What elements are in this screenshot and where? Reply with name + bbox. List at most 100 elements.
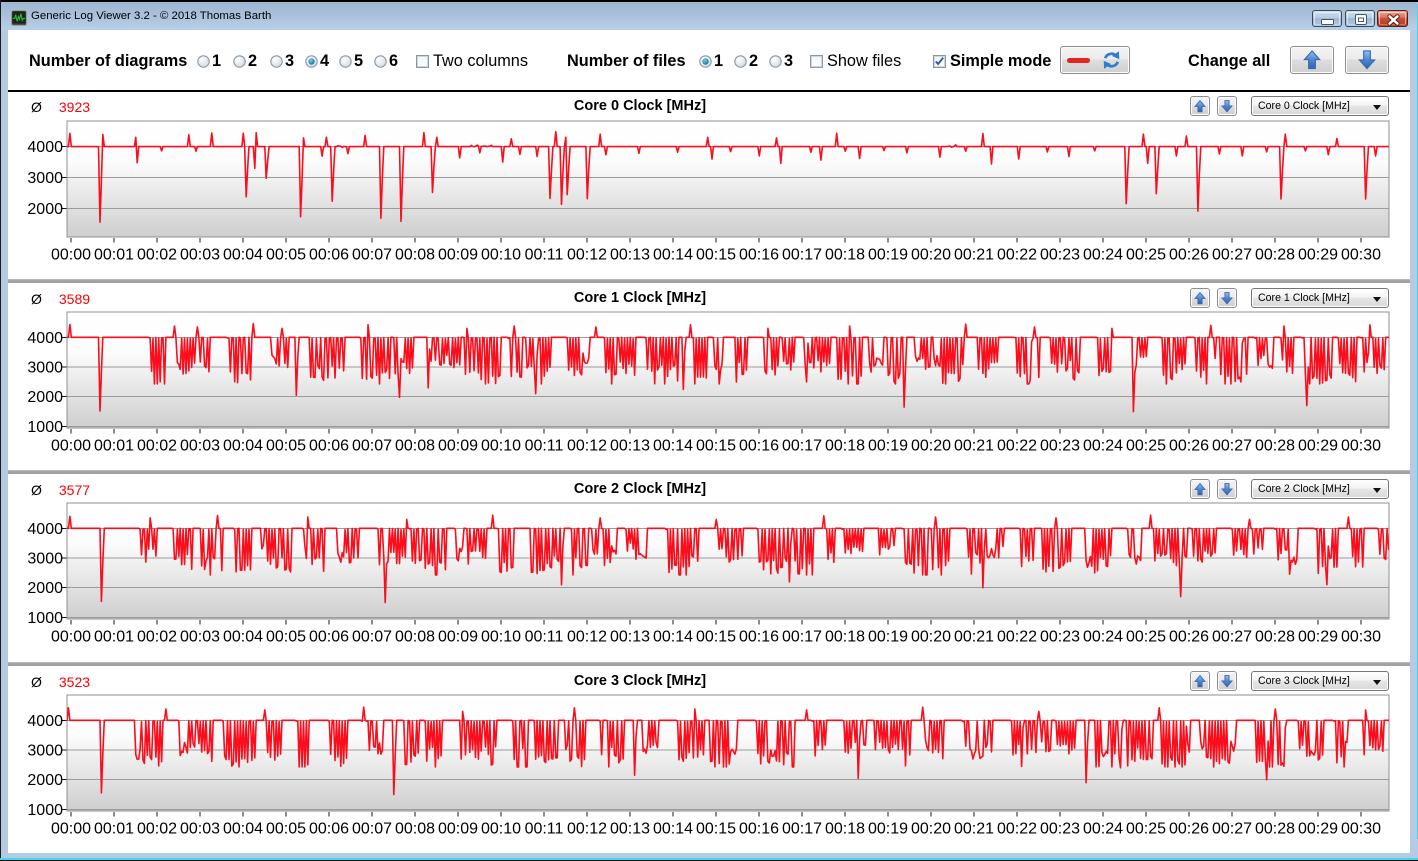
- svg-text:00:28: 00:28: [1255, 438, 1295, 455]
- svg-text:00:25: 00:25: [1126, 438, 1166, 455]
- svg-text:4000: 4000: [27, 139, 63, 156]
- svg-text:00:13: 00:13: [610, 438, 650, 455]
- svg-text:00:29: 00:29: [1298, 629, 1338, 646]
- svg-text:00:25: 00:25: [1126, 629, 1166, 646]
- svg-text:00:25: 00:25: [1126, 821, 1166, 838]
- svg-text:00:22: 00:22: [997, 629, 1037, 646]
- svg-text:00:00: 00:00: [51, 247, 91, 264]
- svg-text:1000: 1000: [27, 610, 63, 627]
- svg-text:00:06: 00:06: [309, 629, 349, 646]
- svg-text:4000: 4000: [27, 713, 63, 730]
- svg-text:4000: 4000: [27, 330, 63, 347]
- svg-text:2000: 2000: [27, 580, 63, 597]
- svg-text:00:27: 00:27: [1212, 438, 1252, 455]
- svg-text:00:22: 00:22: [997, 247, 1037, 264]
- svg-text:00:24: 00:24: [1083, 629, 1123, 646]
- svg-text:00:12: 00:12: [567, 821, 607, 838]
- svg-text:00:09: 00:09: [438, 247, 478, 264]
- svg-text:00:07: 00:07: [352, 821, 392, 838]
- svg-text:00:06: 00:06: [309, 247, 349, 264]
- svg-text:00:11: 00:11: [525, 629, 564, 646]
- svg-text:00:04: 00:04: [223, 247, 263, 264]
- svg-text:1000: 1000: [27, 802, 63, 819]
- svg-text:3000: 3000: [27, 170, 63, 187]
- svg-text:00:10: 00:10: [481, 438, 521, 455]
- svg-text:00:26: 00:26: [1169, 629, 1209, 646]
- svg-text:00:01: 00:01: [94, 629, 134, 646]
- svg-text:00:30: 00:30: [1341, 438, 1381, 455]
- svg-text:00:21: 00:21: [954, 629, 994, 646]
- svg-text:00:27: 00:27: [1212, 247, 1252, 264]
- svg-text:00:14: 00:14: [653, 247, 693, 264]
- svg-text:00:26: 00:26: [1169, 438, 1209, 455]
- svg-text:00:23: 00:23: [1040, 629, 1080, 646]
- svg-text:00:12: 00:12: [567, 629, 607, 646]
- svg-text:00:17: 00:17: [782, 438, 822, 455]
- svg-text:00:27: 00:27: [1212, 629, 1252, 646]
- svg-text:00:13: 00:13: [610, 629, 650, 646]
- svg-text:00:00: 00:00: [51, 629, 91, 646]
- svg-text:00:10: 00:10: [481, 821, 521, 838]
- svg-text:00:15: 00:15: [696, 247, 736, 264]
- svg-text:00:08: 00:08: [395, 821, 435, 838]
- svg-text:00:02: 00:02: [137, 438, 177, 455]
- svg-text:00:07: 00:07: [352, 438, 392, 455]
- svg-text:00:30: 00:30: [1341, 629, 1381, 646]
- svg-text:00:29: 00:29: [1298, 247, 1338, 264]
- svg-text:00:13: 00:13: [610, 247, 650, 264]
- svg-text:2000: 2000: [27, 389, 63, 406]
- svg-text:00:18: 00:18: [825, 247, 865, 264]
- svg-text:00:15: 00:15: [696, 629, 736, 646]
- svg-text:00:29: 00:29: [1298, 821, 1338, 838]
- svg-text:00:19: 00:19: [868, 247, 908, 264]
- svg-text:00:04: 00:04: [223, 821, 263, 838]
- svg-text:00:03: 00:03: [180, 247, 220, 264]
- svg-text:00:09: 00:09: [438, 629, 478, 646]
- svg-text:3000: 3000: [27, 360, 63, 377]
- svg-text:00:01: 00:01: [94, 438, 134, 455]
- svg-text:00:18: 00:18: [825, 821, 865, 838]
- svg-text:00:06: 00:06: [309, 821, 349, 838]
- svg-text:00:05: 00:05: [266, 821, 306, 838]
- svg-text:00:22: 00:22: [997, 438, 1037, 455]
- svg-text:00:23: 00:23: [1040, 247, 1080, 264]
- svg-text:00:04: 00:04: [223, 438, 263, 455]
- svg-text:00:20: 00:20: [911, 821, 951, 838]
- svg-text:00:21: 00:21: [954, 247, 994, 264]
- svg-text:00:30: 00:30: [1341, 821, 1381, 838]
- svg-text:00:24: 00:24: [1083, 438, 1123, 455]
- svg-text:00:17: 00:17: [782, 247, 822, 264]
- svg-text:00:23: 00:23: [1040, 821, 1080, 838]
- svg-text:00:00: 00:00: [51, 438, 91, 455]
- svg-text:00:19: 00:19: [868, 821, 908, 838]
- svg-text:00:19: 00:19: [868, 629, 908, 646]
- svg-text:00:28: 00:28: [1255, 629, 1295, 646]
- svg-text:00:13: 00:13: [610, 821, 650, 838]
- svg-text:00:16: 00:16: [739, 821, 779, 838]
- svg-text:00:14: 00:14: [653, 438, 693, 455]
- svg-text:00:20: 00:20: [911, 247, 951, 264]
- svg-text:1000: 1000: [27, 419, 63, 436]
- svg-text:00:11: 00:11: [525, 438, 564, 455]
- svg-text:00:08: 00:08: [395, 629, 435, 646]
- svg-text:00:21: 00:21: [954, 438, 994, 455]
- svg-text:00:11: 00:11: [525, 821, 564, 838]
- svg-text:4000: 4000: [27, 521, 63, 538]
- svg-text:00:10: 00:10: [481, 629, 521, 646]
- svg-text:00:08: 00:08: [395, 247, 435, 264]
- svg-text:00:12: 00:12: [567, 438, 607, 455]
- svg-text:00:16: 00:16: [739, 247, 779, 264]
- svg-text:00:02: 00:02: [137, 821, 177, 838]
- svg-text:00:14: 00:14: [653, 629, 693, 646]
- svg-text:00:15: 00:15: [696, 821, 736, 838]
- svg-text:00:20: 00:20: [911, 629, 951, 646]
- svg-text:00:19: 00:19: [868, 438, 908, 455]
- svg-text:00:15: 00:15: [696, 438, 736, 455]
- svg-text:00:09: 00:09: [438, 438, 478, 455]
- svg-text:00:24: 00:24: [1083, 247, 1123, 264]
- svg-text:2000: 2000: [27, 201, 63, 218]
- svg-text:00:14: 00:14: [653, 821, 693, 838]
- svg-text:00:21: 00:21: [954, 821, 994, 838]
- svg-text:00:18: 00:18: [825, 629, 865, 646]
- svg-text:00:25: 00:25: [1126, 247, 1166, 264]
